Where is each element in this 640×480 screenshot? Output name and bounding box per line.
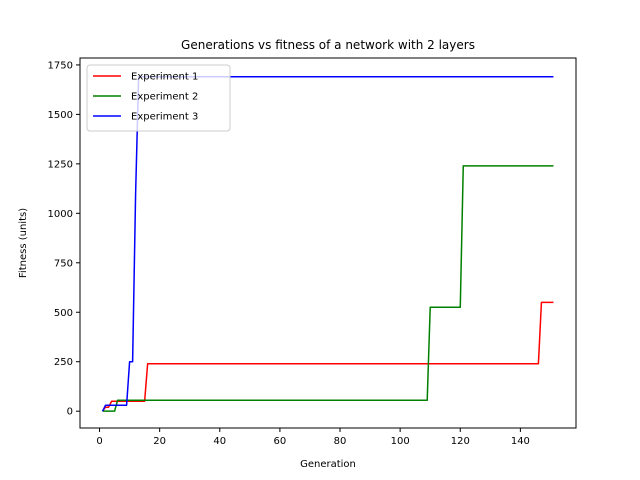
y-tick-label: 1750 [48, 60, 73, 71]
axes-layer: 0 20 40 60 80 100 120 140 0 250 500 750 1000 1250 1500… [48, 60, 530, 447]
chart-title: Generations vs fitness of a network with… [181, 38, 475, 52]
series-line-1 [101, 301, 554, 412]
y-axis-title: Fitness (units) [18, 208, 29, 278]
plot-frame [79, 57, 577, 429]
x-tick-label: 0 [96, 436, 102, 447]
x-axis-title: Generation [300, 459, 356, 470]
x-tick-label: 60 [274, 436, 287, 447]
y-tick-label: 500 [54, 308, 73, 319]
y-tick-label: 0 [67, 407, 73, 418]
legend-label-2: Experiment 2 [131, 92, 198, 103]
x-tick-label: 140 [511, 436, 530, 447]
legend-label-1: Experiment 1 [131, 72, 198, 83]
x-tick-label: 40 [213, 436, 226, 447]
series-line-2 [102, 165, 554, 412]
y-tick-label: 750 [54, 258, 73, 269]
x-tick-label: 80 [334, 436, 347, 447]
x-tick-label: 100 [391, 436, 410, 447]
y-tick-label: 1000 [48, 209, 73, 220]
legend-box [86, 64, 231, 132]
y-tick-label: 1500 [48, 110, 73, 121]
x-tick-label: 20 [153, 436, 166, 447]
legend-label-3: Experiment 3 [131, 112, 198, 123]
y-tick-label: 1250 [48, 159, 73, 170]
legend: Experiment 1 Experiment 2 Experiment 3 [86, 64, 231, 132]
x-tick-label: 120 [451, 436, 470, 447]
y-tick-label: 250 [54, 357, 73, 368]
